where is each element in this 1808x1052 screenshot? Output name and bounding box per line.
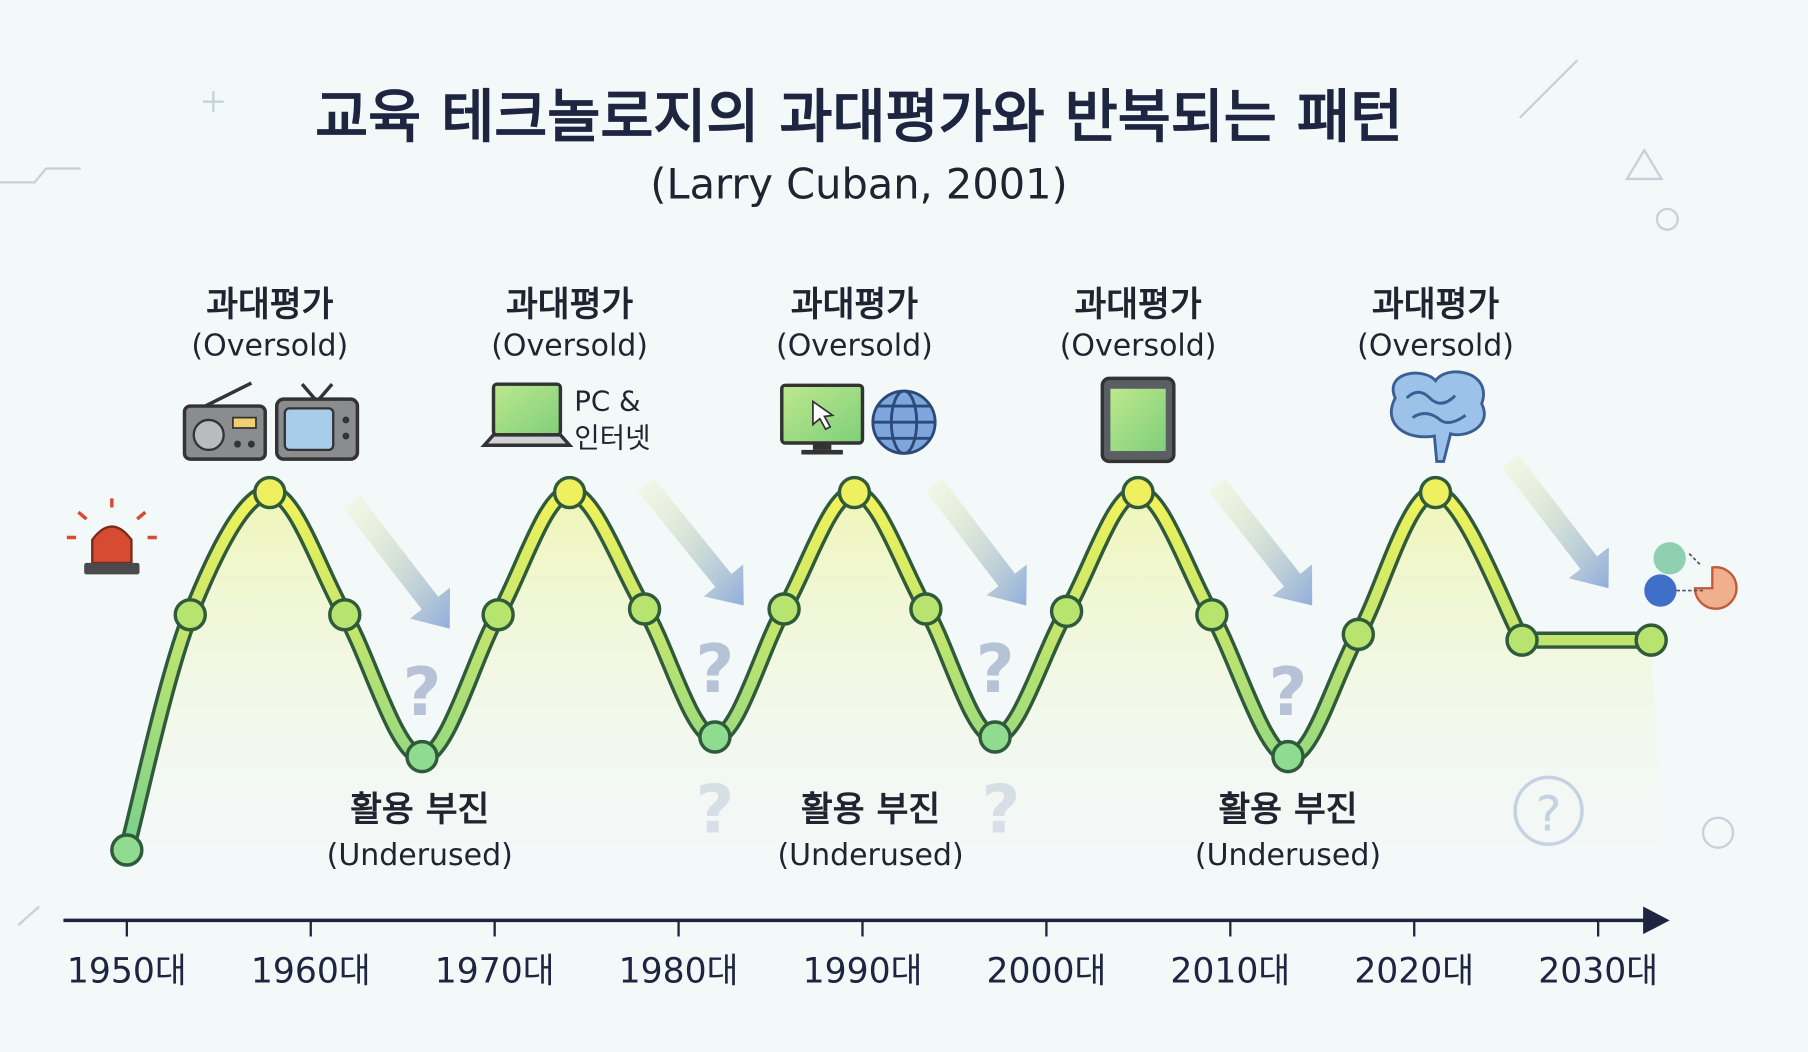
underused-label: 활용 부진 (Underused) [777, 790, 963, 873]
curve-point [173, 598, 207, 632]
curve-point [1418, 475, 1453, 510]
tv-icon [275, 383, 360, 461]
oversold-en: (Oversold) [776, 328, 933, 363]
underused-ko: 활용 부진 [350, 790, 489, 830]
curve-point [110, 833, 144, 867]
decade-label: 1950대 [67, 952, 187, 992]
down-arrow-icon [1502, 455, 1609, 589]
decade-label: 1980대 [619, 952, 739, 992]
radio-icon [182, 381, 267, 461]
underused-en: (Underused) [777, 838, 963, 873]
underused-en: (Underused) [1195, 838, 1381, 873]
underused-ko: 활용 부진 [1218, 790, 1357, 830]
curve-point [253, 475, 287, 510]
timeline-axis [63, 906, 1670, 935]
oversold-en: (Oversold) [1357, 328, 1514, 363]
question-mark-icon: ? [981, 771, 1020, 849]
laptop-caption: 인터넷 [574, 422, 650, 455]
curve-point [1341, 617, 1376, 652]
oversold-label: 과대평가 (Oversold) [776, 285, 933, 363]
decade-label: 2030대 [1538, 952, 1658, 992]
decline-arrows [343, 455, 1609, 629]
oversold-ko: 과대평가 [791, 285, 918, 325]
curve-point [909, 592, 943, 626]
curve-point [1195, 598, 1229, 632]
tablet-icon [1100, 376, 1176, 464]
curve-point [627, 592, 662, 626]
oversold-ko: 과대평가 [206, 285, 333, 325]
question-mark-icon: ? [403, 653, 442, 731]
question-circle-icon [1513, 775, 1584, 846]
curve-point [1121, 475, 1155, 510]
laptop-caption: PC & [574, 385, 640, 418]
curve-point [328, 598, 362, 632]
oversold-label: 과대평가 (Oversold) [491, 285, 648, 363]
question-marks: ??????? [403, 630, 1584, 849]
question-mark-icon: ? [695, 771, 734, 849]
underused-label: 활용 부진 (Underused) [327, 790, 513, 873]
question-mark-icon: ? [976, 630, 1015, 708]
axis-arrow-icon [1643, 906, 1670, 935]
curve-point [405, 739, 439, 774]
page-title: 교육 테크놀로지의 과대평가와 반복되는 패턴 [315, 82, 1403, 150]
oversold-label: 과대평가 (Oversold) [1060, 285, 1217, 363]
decade-label: 2000대 [986, 952, 1106, 992]
curve-point [1505, 623, 1539, 657]
curve-point [978, 720, 1012, 754]
down-arrow-icon [637, 477, 744, 606]
curve-point [1271, 739, 1305, 774]
brain-icon [1389, 370, 1486, 463]
decade-ticks: 1950대 1960대 1970대 1980대 1990대 2000대 2010대 2020대… [67, 920, 1658, 992]
hype-cycle-curve [110, 475, 1668, 912]
background-decorations [0, 59, 1735, 926]
question-mark-icon: ? [695, 630, 734, 708]
oversold-label: 과대평가 (Oversold) [191, 285, 348, 363]
curve-point [1634, 623, 1668, 657]
decade-label: 2020대 [1354, 952, 1474, 992]
oversold-en: (Oversold) [1060, 328, 1217, 363]
question-mark-icon: ? [1269, 653, 1308, 731]
pie-chart-icon [1644, 542, 1738, 610]
laptop-icon [480, 382, 574, 448]
decade-label: 1990대 [803, 952, 923, 992]
decade-label: 2010대 [1170, 952, 1290, 992]
question-mark-icon: ? [1536, 786, 1562, 842]
curve-point [767, 592, 801, 626]
curve-point [1049, 594, 1084, 629]
down-arrow-icon [925, 478, 1027, 606]
globe-icon [871, 389, 937, 455]
siren-icon [66, 498, 157, 575]
down-arrow-icon [1208, 478, 1313, 606]
down-arrow-icon [343, 495, 451, 629]
monitor-icon [780, 383, 865, 455]
oversold-en: (Oversold) [491, 328, 648, 363]
underused-ko: 활용 부진 [801, 790, 940, 830]
oversold-ko: 과대평가 [1372, 285, 1499, 325]
curve-point [552, 475, 587, 510]
underused-label: 활용 부진 (Underused) [1195, 790, 1381, 873]
curve-point [837, 475, 872, 510]
underused-en: (Underused) [327, 838, 513, 873]
oversold-ko: 과대평가 [506, 285, 633, 325]
oversold-ko: 과대평가 [1074, 285, 1201, 325]
page-subtitle: (Larry Cuban, 2001) [650, 160, 1067, 209]
oversold-en: (Oversold) [191, 328, 348, 363]
curve-point [481, 598, 515, 632]
oversold-label: 과대평가 (Oversold) [1357, 285, 1514, 363]
decade-label: 1970대 [435, 952, 555, 992]
curve-point [698, 720, 732, 754]
decade-label: 1960대 [251, 952, 371, 992]
